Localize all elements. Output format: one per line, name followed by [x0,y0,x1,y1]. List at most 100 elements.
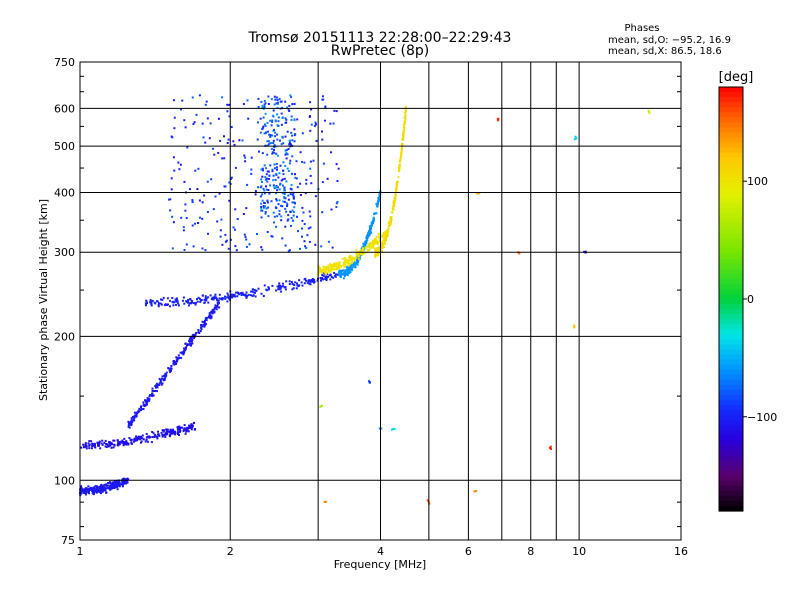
colorbar-segment [719,410,743,416]
echo-point [342,269,345,272]
colorbar-segment [719,248,743,255]
echo-point [199,299,202,302]
echo-point [144,399,146,402]
echo-point [182,347,185,350]
echo-point [404,118,407,121]
echo-point [297,285,300,288]
echo-point [264,112,267,115]
echo-point [354,262,357,265]
echo-point [400,152,403,155]
x-tick-label: 4 [377,545,384,558]
echo-point [306,234,309,237]
echo-point [377,232,380,235]
echo-point [376,201,379,204]
echo-point [191,96,194,99]
echo-point [152,435,155,438]
echo-point [295,287,298,290]
echo-point [135,439,138,441]
echo-point [289,193,292,196]
echo-point [475,490,477,492]
stats-heading: Phases [624,23,659,34]
echo-point [335,262,338,265]
echo-point [285,210,288,213]
echo-point [186,428,189,430]
echo-point [130,417,133,420]
echo-point [176,433,179,435]
echo-point [323,271,326,274]
echo-point [148,398,151,401]
echo-point [135,411,138,414]
echo-point [232,140,235,143]
echo-point [375,236,378,238]
echo-point [278,288,281,291]
echo-point [301,219,304,222]
echo-point [358,256,361,259]
echo-point [189,298,192,301]
echo-point [290,224,292,227]
echo-point [393,203,396,206]
echo-point [152,394,155,397]
colorbar-segment [719,228,743,234]
echo-point [273,144,276,147]
echo-point [329,273,332,276]
colorbar-segment [719,359,743,366]
echo-point [227,247,230,250]
echo-point [393,428,396,430]
echo-point [156,300,159,303]
echo-point [333,265,336,268]
echo-point [135,437,138,440]
echo-point [238,293,241,296]
echo-point [190,344,192,347]
echo-point [282,285,285,288]
echo-point [122,477,125,480]
echo-point [140,440,143,443]
echo-point [287,198,290,201]
echo-point [359,253,362,256]
echo-point [111,443,114,446]
echo-point [216,303,219,306]
echo-point [84,493,87,496]
echo-point [305,178,308,181]
echo-point [90,440,93,443]
echo-point [158,377,161,380]
echo-point [203,325,206,328]
echo-point [355,259,358,262]
echo-point [107,484,110,487]
echo-point [369,247,372,250]
echo-point [355,249,358,252]
echo-point [398,165,401,168]
echo-point [253,289,256,291]
echo-point [283,200,286,203]
echo-point [584,250,587,253]
echo-point [322,98,325,101]
echo-point [305,279,308,282]
echo-point [191,300,193,303]
y-tick-label: 400 [54,186,75,199]
echo-point [244,235,247,238]
echo-point [167,430,170,433]
echo-point [351,265,354,268]
echo-point [229,238,232,241]
echo-point [296,118,299,121]
echo-point [286,205,288,208]
echo-point [244,156,247,159]
echo-point [89,486,92,489]
echo-point [278,286,280,289]
echo-point [280,219,283,222]
echo-point [232,294,235,297]
echo-point [124,478,127,481]
echo-point [115,484,118,487]
echo-point [301,132,304,135]
echo-point [264,102,267,105]
echo-point [384,230,387,233]
echo-point [276,102,279,105]
echo-point [237,292,240,294]
echo-point [266,231,269,233]
echo-point [496,119,499,122]
echo-point [201,294,204,297]
echo-point [207,296,210,299]
colorbar-segment [719,107,743,113]
echo-point [196,298,198,301]
echo-point [98,485,101,488]
echo-point [105,491,108,494]
